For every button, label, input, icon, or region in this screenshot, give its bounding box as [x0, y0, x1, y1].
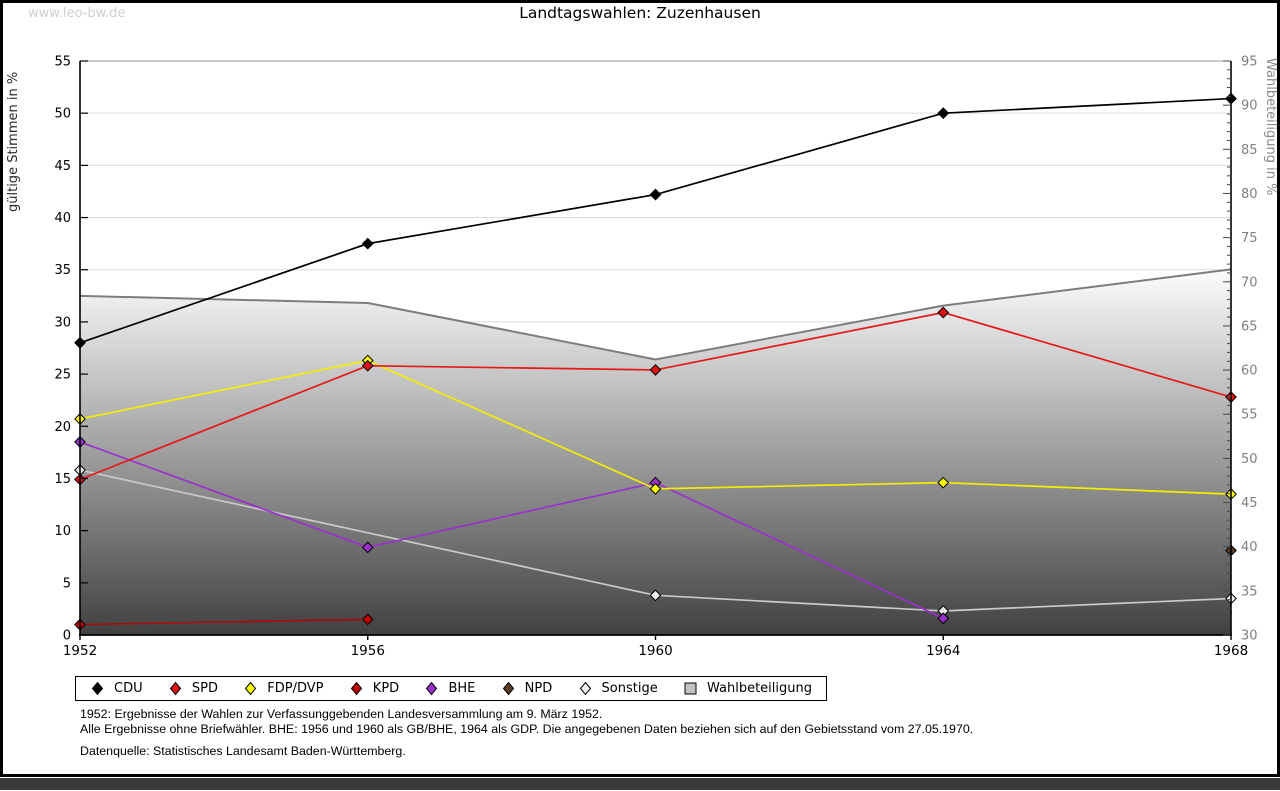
svg-text:1952: 1952: [63, 643, 97, 659]
legend-label: CDU: [114, 681, 143, 696]
legend-label: Wahlbeteiligung: [706, 681, 812, 696]
svg-text:15: 15: [54, 472, 71, 487]
legend-diamond-marker-icon: [350, 681, 362, 696]
svg-text:5: 5: [63, 576, 71, 591]
svg-text:10: 10: [54, 524, 71, 539]
legend-diamond-marker-icon: [426, 681, 438, 696]
svg-text:35: 35: [54, 263, 71, 278]
svg-text:20: 20: [54, 420, 71, 435]
footnotes: 1952: Ergebnisse der Wahlen zur Verfassu…: [80, 707, 973, 759]
svg-text:35: 35: [1241, 584, 1258, 599]
svg-text:55: 55: [54, 55, 71, 70]
legend-item-wahlbeteiligung: Wahlbeteiligung: [683, 681, 812, 696]
data-source: Datenquelle: Statistisches Landesamt Bad…: [80, 744, 406, 758]
svg-text:75: 75: [1241, 231, 1258, 246]
legend-label: Sonstige: [601, 681, 658, 696]
series-sonstige: [74, 464, 1237, 617]
watermark: www.leo-bw.de: [28, 6, 126, 21]
chart-legend: CDU SPD FDP/DVP KPD BHE NPD Sonstige Wahlbeteil…: [75, 676, 827, 701]
series-cdu: [74, 92, 1237, 349]
legend-item-npd: NPD: [501, 681, 553, 696]
election-line-chart: 0 5 10 15 20 25 30 35 40 45 50 55 30 35 40 45 50 55 60 65 70…: [6, 55, 1278, 660]
svg-text:55: 55: [1241, 408, 1258, 423]
turnout-area: [79, 268, 1232, 635]
legend-item-kpd: KPD: [349, 681, 399, 696]
legend-square-marker-icon: [684, 682, 697, 695]
svg-text:30: 30: [1241, 629, 1258, 644]
svg-text:25: 25: [54, 368, 71, 383]
chart-title: Landtagswahlen: Zuzenhausen: [519, 4, 761, 22]
left-axis-title: gültige Stimmen in %: [6, 72, 21, 212]
svg-text:90: 90: [1241, 99, 1258, 114]
legend-item-bhe: BHE: [424, 681, 475, 696]
svg-text:60: 60: [1241, 364, 1258, 379]
svg-text:80: 80: [1241, 187, 1258, 202]
svg-text:40: 40: [54, 211, 71, 226]
axes: 0 5 10 15 20 25 30 35 40 45 50 55 30 35 40 45 50 55 60 65 70…: [6, 55, 1278, 660]
legend-item-spd: SPD: [168, 681, 218, 696]
svg-text:1968: 1968: [1214, 643, 1248, 659]
legend-item-cdu: CDU: [90, 681, 143, 696]
svg-text:1964: 1964: [926, 643, 960, 659]
svg-text:95: 95: [1241, 55, 1258, 70]
svg-text:45: 45: [1241, 496, 1258, 511]
legend-diamond-marker-icon: [169, 681, 182, 696]
right-axis-title: Wahlbeteiligung in %: [1263, 58, 1278, 195]
svg-text:65: 65: [1241, 319, 1258, 334]
legend-label: SPD: [191, 681, 218, 696]
legend-label: BHE: [448, 681, 476, 696]
footnote-1952: 1952: Ergebnisse der Wahlen zur Verfassu…: [80, 707, 603, 721]
legend-diamond-marker-icon: [91, 681, 104, 696]
legend-diamond-marker-icon: [579, 681, 591, 696]
svg-text:50: 50: [54, 107, 71, 122]
svg-text:70: 70: [1241, 275, 1258, 290]
svg-text:40: 40: [1241, 540, 1258, 555]
legend-label: FDP/DVP: [267, 681, 324, 696]
svg-text:1956: 1956: [351, 643, 385, 659]
legend-diamond-marker-icon: [502, 681, 514, 696]
svg-text:45: 45: [54, 159, 71, 174]
svg-text:50: 50: [1241, 452, 1258, 467]
svg-text:85: 85: [1241, 143, 1258, 158]
svg-text:0: 0: [63, 629, 71, 644]
legend-item-sonstige: Sonstige: [578, 681, 658, 696]
bottom-bar: [0, 778, 1280, 790]
footnote-briefwaehler: Alle Ergebnisse ohne Briefwähler. BHE: 1…: [80, 721, 974, 736]
svg-text:1960: 1960: [638, 643, 672, 659]
svg-text:30: 30: [54, 315, 71, 330]
legend-label: NPD: [524, 681, 553, 696]
legend-diamond-marker-icon: [245, 681, 257, 696]
legend-label: KPD: [372, 681, 400, 696]
legend-item-fdp-dvp: FDP/DVP: [243, 681, 324, 696]
